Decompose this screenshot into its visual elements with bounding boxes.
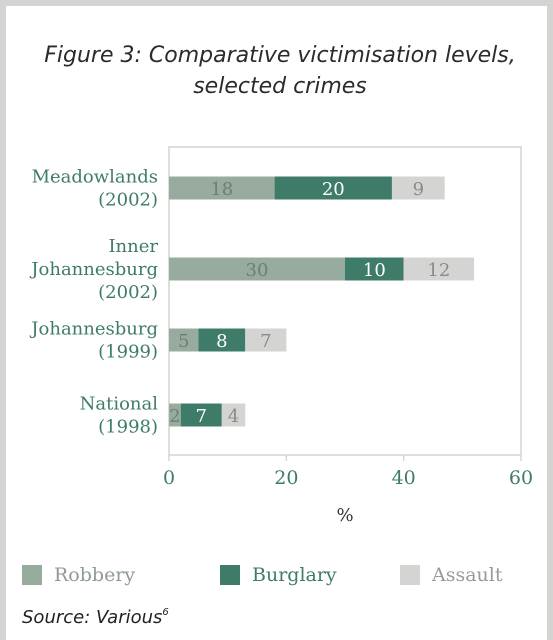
data-label-assault-1: 12 xyxy=(427,260,450,281)
data-label-assault-3: 4 xyxy=(228,406,239,427)
data-label-burglary-1: 10 xyxy=(363,260,386,281)
x-axis-label: % xyxy=(336,505,353,526)
legend-label-assault: Assault xyxy=(432,564,503,586)
data-label-burglary-0: 20 xyxy=(322,179,345,200)
bar-assault-3 xyxy=(221,403,246,427)
category-label-1-line-1: Johannesburg xyxy=(29,259,158,280)
legend-swatch-burglary xyxy=(220,565,240,585)
data-label-burglary-2: 8 xyxy=(216,331,227,352)
bar-robbery-1 xyxy=(169,257,345,281)
data-label-assault-0: 9 xyxy=(413,179,424,200)
category-label-3-line-1: (1998) xyxy=(98,417,158,438)
bar-burglary-3 xyxy=(180,403,222,427)
bar-burglary-0 xyxy=(274,176,392,200)
data-label-robbery-2: 5 xyxy=(178,331,189,352)
legend-swatch-robbery xyxy=(22,565,42,585)
category-label-2-line-1: (1999) xyxy=(98,342,158,363)
data-label-robbery-0: 18 xyxy=(210,179,233,200)
legend-label-burglary: Burglary xyxy=(252,564,337,586)
legend-item-assault: Assault xyxy=(400,564,503,586)
bar-burglary-1 xyxy=(345,257,404,281)
legend-item-robbery: Robbery xyxy=(22,564,135,586)
category-label-1-line-2: (2002) xyxy=(98,282,158,303)
x-tick-label-2: 40 xyxy=(392,467,416,489)
legend-item-burglary: Burglary xyxy=(220,564,337,586)
bar-assault-2 xyxy=(245,328,287,352)
bar-robbery-2 xyxy=(169,328,199,352)
legend-swatch-assault xyxy=(400,565,420,585)
category-label-1-line-0: Inner xyxy=(108,236,158,257)
category-label-0-line-0: Meadowlands xyxy=(32,167,158,188)
data-label-assault-2: 7 xyxy=(260,331,271,352)
source-footnote-marker: 6 xyxy=(162,607,169,618)
data-label-burglary-3: 7 xyxy=(196,406,207,427)
bar-burglary-2 xyxy=(198,328,246,352)
plot-area-border xyxy=(168,146,522,456)
category-label-0-line-1: (2002) xyxy=(98,190,158,211)
category-label-2-line-0: Johannesburg xyxy=(29,319,158,340)
x-tick-label-3: 60 xyxy=(509,467,533,489)
bar-assault-1 xyxy=(403,257,475,281)
chart-title: Figure 3: Comparative victimisation leve… xyxy=(44,43,516,99)
bar-robbery-3 xyxy=(169,403,181,427)
bar-robbery-0 xyxy=(169,176,275,200)
category-label-3-line-0: National xyxy=(80,394,159,415)
data-label-robbery-3: 2 xyxy=(169,406,180,427)
data-label-robbery-1: 30 xyxy=(246,260,269,281)
bar-assault-0 xyxy=(391,176,445,200)
source-text: Source: Various xyxy=(22,607,163,628)
x-tick-label-0: 0 xyxy=(163,467,175,489)
x-tick-label-1: 20 xyxy=(274,467,298,489)
source-note: Source: Various6 xyxy=(22,607,169,628)
legend-label-robbery: Robbery xyxy=(54,564,136,586)
